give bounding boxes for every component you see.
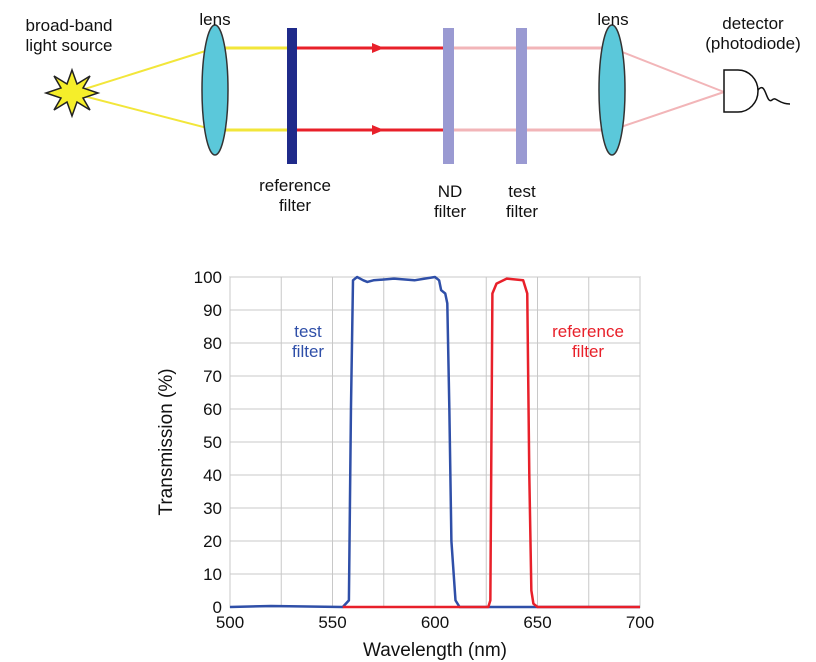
x-tick-label: 600 [421,613,449,632]
optics [43,24,791,164]
arrow [372,125,384,135]
lens [598,24,626,156]
y-tick-label: 0 [213,598,222,617]
light-source [43,67,101,119]
ray [71,92,216,131]
label: detector (photodiode) [705,14,801,53]
ray [611,91,725,131]
chart: 500 550 600 650 700 0 10 20 30 40 50 60 70 80 90 100 Wav… [156,268,654,661]
label: ND filter [433,182,467,221]
x-axis-label: Wavelength (nm) [363,640,507,661]
y-tick-label: 20 [203,532,222,551]
y-tick-label: 60 [203,400,222,419]
series-label: test filter [291,322,325,361]
series-line [342,277,640,609]
lens [201,24,229,156]
y-tick-label: 70 [203,367,222,386]
x-tick-label: 700 [626,613,654,632]
y-tick-label: 10 [203,565,222,584]
y-tick-label: 100 [194,268,222,287]
ray [71,47,216,94]
nd-filter [443,28,454,164]
detector [723,69,759,113]
reference-filter [287,28,297,164]
y-tick-label: 40 [203,466,222,485]
series-label: reference filter [552,322,624,361]
x-tick-label: 550 [318,613,346,632]
y-tick-label: 90 [203,301,222,320]
x-tick-label: 500 [216,613,244,632]
label: reference filter [259,176,331,215]
wire [757,87,791,105]
label: lens [597,10,629,29]
arrow [372,43,384,53]
ray [611,47,725,93]
label: broad-band light source [25,16,113,55]
label: lens [199,10,231,29]
series-line [229,275,640,609]
y-axis-label: Transmission (%) [156,368,177,515]
y-tick-label: 30 [203,499,222,518]
y-tick-label: 80 [203,334,222,353]
y-tick-label: 50 [203,433,222,452]
label: test filter [505,182,539,221]
x-tick-label: 650 [523,613,551,632]
test-filter [516,28,527,164]
